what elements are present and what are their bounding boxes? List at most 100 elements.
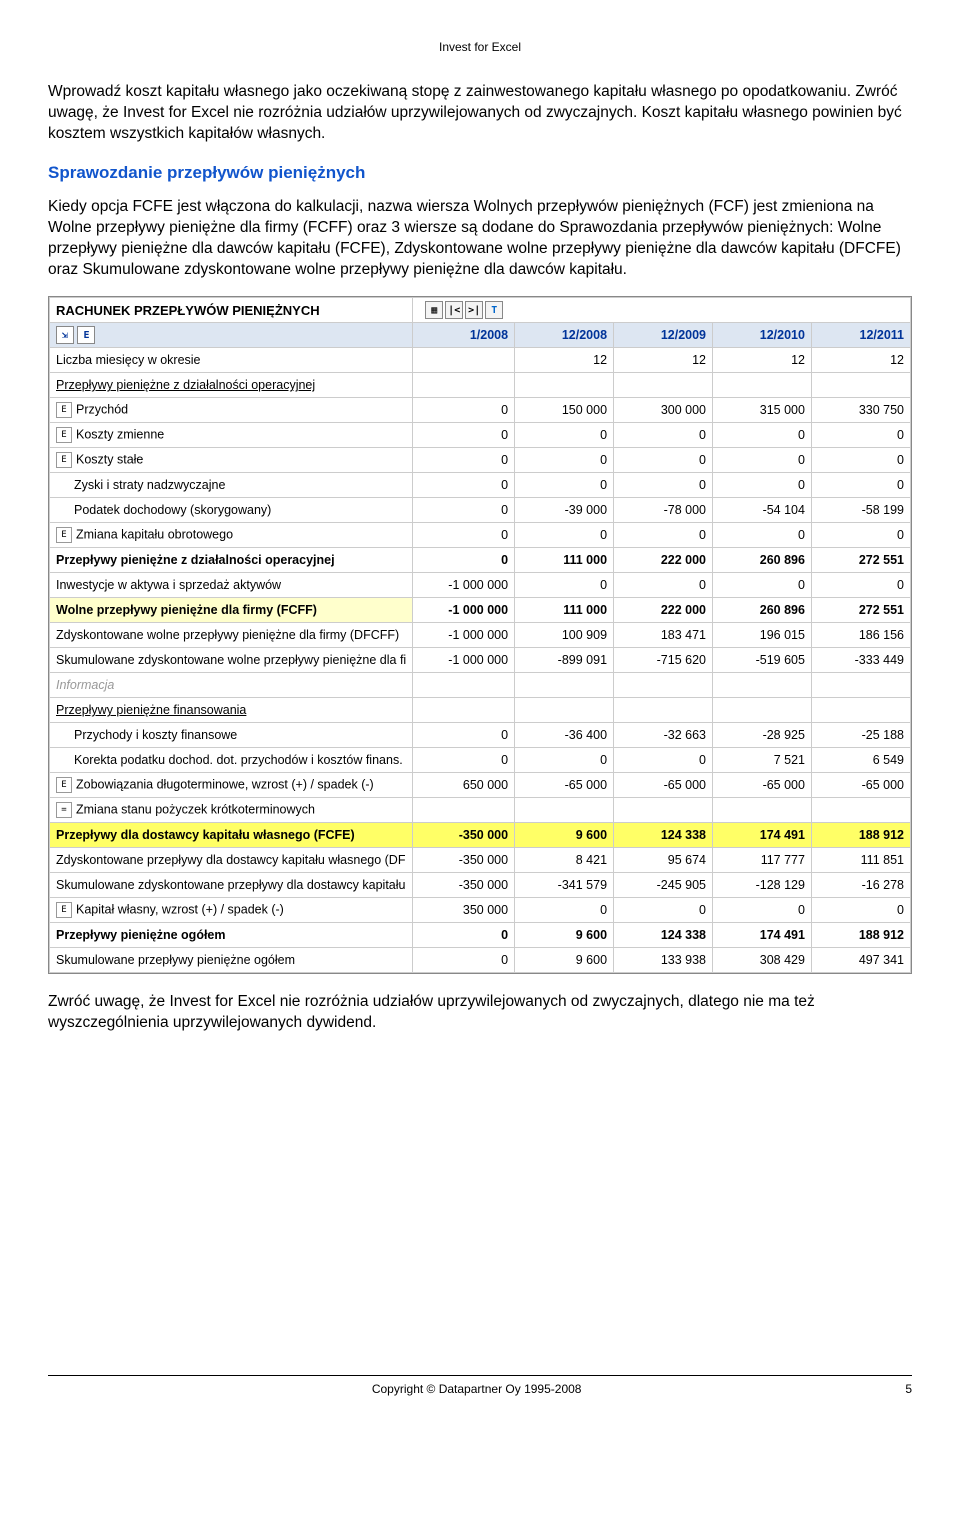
expand-icon[interactable]: E bbox=[56, 427, 72, 443]
paragraph-2: Kiedy opcja FCFE jest włączona do kalkul… bbox=[48, 197, 912, 281]
cell: -39 000 bbox=[515, 498, 614, 523]
table-row: Wolne przepływy pieniężne dla firmy (FCF… bbox=[50, 598, 911, 623]
cell: -54 104 bbox=[713, 498, 812, 523]
cell: 0 bbox=[413, 923, 515, 948]
cell: 196 015 bbox=[713, 623, 812, 648]
row-label-text: Korekta podatku dochod. dot. przychodów … bbox=[56, 753, 403, 767]
cell bbox=[413, 698, 515, 723]
row-label-text: Skumulowane zdyskontowane przepływy dla … bbox=[56, 878, 406, 892]
text-icon[interactable]: E bbox=[77, 326, 95, 344]
nav-toggle-icon[interactable]: ▦ bbox=[425, 301, 443, 319]
paragraph-3: Zwróć uwagę, że Invest for Excel nie roz… bbox=[48, 992, 912, 1034]
cell: 0 bbox=[515, 898, 614, 923]
table-row: Zdyskontowane przepływy dla dostawcy kap… bbox=[50, 848, 911, 873]
cell: 12 bbox=[614, 348, 713, 373]
nav-info-icon[interactable]: T bbox=[485, 301, 503, 319]
cell: 222 000 bbox=[614, 548, 713, 573]
cell: -715 620 bbox=[614, 648, 713, 673]
nav-last-icon[interactable]: >| bbox=[465, 301, 483, 319]
table-row: EKoszty zmienne00000 bbox=[50, 423, 911, 448]
col-h-4: 12/2011 bbox=[811, 323, 910, 348]
cell: 0 bbox=[413, 448, 515, 473]
cell: 8 421 bbox=[515, 848, 614, 873]
cell: 183 471 bbox=[614, 623, 713, 648]
row-label-text: Przepływy pieniężne z działalności opera… bbox=[56, 378, 315, 392]
table-title: RACHUNEK PRZEPŁYWÓW PIENIĘŻNYCH bbox=[56, 303, 320, 318]
cell: 7 521 bbox=[713, 748, 812, 773]
cell: 0 bbox=[515, 473, 614, 498]
table-row: Przychody i koszty finansowe0-36 400-32 … bbox=[50, 723, 911, 748]
table-row: EZmiana kapitału obrotowego00000 bbox=[50, 523, 911, 548]
cell bbox=[811, 798, 910, 823]
cell: 95 674 bbox=[614, 848, 713, 873]
row-label-text: Zdyskontowane wolne przepływy pieniężne … bbox=[56, 628, 399, 642]
cell: -32 663 bbox=[614, 723, 713, 748]
cell: 0 bbox=[515, 523, 614, 548]
expand-all-icon[interactable]: ⇲ bbox=[56, 326, 74, 344]
row-label-text: Przychody i koszty finansowe bbox=[56, 728, 237, 742]
paragraph-1: Wprowadź koszt kapitału własnego jako oc… bbox=[48, 82, 912, 145]
cell: 0 bbox=[413, 548, 515, 573]
row-label-text: Koszty zmienne bbox=[76, 428, 164, 442]
cell: 0 bbox=[713, 898, 812, 923]
formula-icon[interactable]: = bbox=[56, 802, 72, 818]
cell: 272 551 bbox=[811, 598, 910, 623]
cell: 9 600 bbox=[515, 823, 614, 848]
expand-icon[interactable]: E bbox=[56, 527, 72, 543]
cell: 174 491 bbox=[713, 823, 812, 848]
cell bbox=[614, 798, 713, 823]
cell bbox=[413, 673, 515, 698]
cell: 0 bbox=[713, 448, 812, 473]
cell: 272 551 bbox=[811, 548, 910, 573]
cell: 0 bbox=[811, 423, 910, 448]
cell: 0 bbox=[413, 498, 515, 523]
row-label-text: Koszty stałe bbox=[76, 453, 143, 467]
row-label: Przepływy pieniężne ogółem bbox=[50, 923, 413, 948]
cell bbox=[515, 698, 614, 723]
row-label: Przychody i koszty finansowe bbox=[50, 723, 413, 748]
cell: 9 600 bbox=[515, 923, 614, 948]
col-h-3: 12/2010 bbox=[713, 323, 812, 348]
footer-page: 5 bbox=[905, 1382, 912, 1396]
cell: 111 000 bbox=[515, 598, 614, 623]
row-label-text: Zmiana stanu pożyczek krótkoterminowych bbox=[76, 803, 315, 817]
row-label: Liczba miesięcy w okresie bbox=[50, 348, 413, 373]
table-row: Skumulowane przepływy pieniężne ogółem 09… bbox=[50, 948, 911, 973]
nav-first-icon[interactable]: |< bbox=[445, 301, 463, 319]
row-label: Przepływy dla dostawcy kapitału własnego… bbox=[50, 823, 413, 848]
cell: 0 bbox=[713, 573, 812, 598]
row-label: Zdyskontowane przepływy dla dostawcy kap… bbox=[50, 848, 413, 873]
expand-icon[interactable]: E bbox=[56, 402, 72, 418]
row-label-text: Skumulowane przepływy pieniężne ogółem bbox=[56, 953, 295, 967]
cell: 260 896 bbox=[713, 548, 812, 573]
expand-icon[interactable]: E bbox=[56, 902, 72, 918]
cell: 117 777 bbox=[713, 848, 812, 873]
cell: 0 bbox=[713, 423, 812, 448]
row-label: Przepływy pieniężne z działalności opera… bbox=[50, 373, 413, 398]
expand-icon[interactable]: E bbox=[56, 777, 72, 793]
expand-icon[interactable]: E bbox=[56, 452, 72, 468]
cell: 0 bbox=[614, 473, 713, 498]
cell: 12 bbox=[811, 348, 910, 373]
row-label: Informacja bbox=[50, 673, 413, 698]
table-title-cell: RACHUNEK PRZEPŁYWÓW PIENIĘŻNYCH bbox=[50, 298, 413, 323]
cell: 9 600 bbox=[515, 948, 614, 973]
cell bbox=[614, 373, 713, 398]
row-label: E Koszty stałe bbox=[50, 448, 413, 473]
cell bbox=[811, 373, 910, 398]
footer-copyright: Copyright © Datapartner Oy 1995-2008 bbox=[372, 1382, 582, 1396]
cell: 186 156 bbox=[811, 623, 910, 648]
row-label-text: Wolne przepływy pieniężne dla firmy (FCF… bbox=[56, 603, 317, 617]
cell bbox=[515, 373, 614, 398]
cell: 300 000 bbox=[614, 398, 713, 423]
row-label: Zyski i straty nadzwyczajne bbox=[50, 473, 413, 498]
row-label-text: Przychód bbox=[76, 403, 128, 417]
table-row: EPrzychód0150 000300 000315 000330 750 bbox=[50, 398, 911, 423]
cell: 0 bbox=[713, 523, 812, 548]
row-label-text: Podatek dochodowy (skorygowany) bbox=[56, 503, 271, 517]
cell bbox=[515, 673, 614, 698]
cell: 0 bbox=[413, 423, 515, 448]
row-label-text: Przepływy pieniężne ogółem bbox=[56, 928, 226, 942]
cell: 0 bbox=[413, 948, 515, 973]
table-row: Przepływy pieniężne finansowania bbox=[50, 698, 911, 723]
